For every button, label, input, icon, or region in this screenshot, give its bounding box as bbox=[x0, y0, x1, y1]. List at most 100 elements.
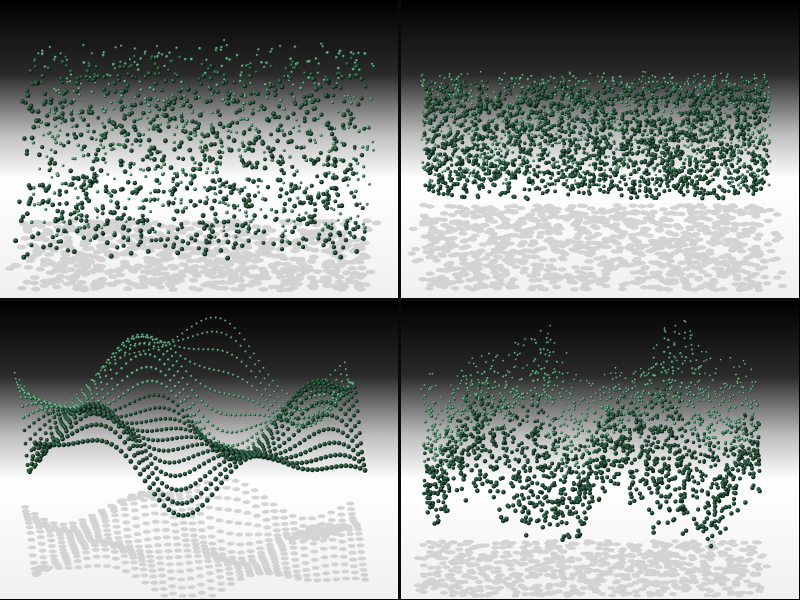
point-marker bbox=[164, 341, 167, 345]
point-marker bbox=[428, 97, 433, 102]
point-marker bbox=[625, 104, 628, 107]
point-marker bbox=[111, 210, 117, 216]
point-marker bbox=[507, 134, 511, 138]
point-marker bbox=[232, 80, 237, 85]
point-marker bbox=[583, 101, 588, 107]
point-marker bbox=[263, 377, 266, 380]
point-marker bbox=[263, 197, 268, 202]
point-marker bbox=[24, 148, 30, 153]
point-marker bbox=[125, 131, 131, 137]
point-marker bbox=[651, 80, 655, 84]
point-marker bbox=[90, 52, 94, 55]
point-marker bbox=[420, 80, 423, 83]
point-marker bbox=[703, 116, 709, 122]
point-marker bbox=[637, 98, 641, 102]
point-marker bbox=[189, 236, 194, 241]
point-marker bbox=[619, 193, 624, 198]
point-marker bbox=[658, 129, 662, 134]
point-marker bbox=[726, 73, 730, 76]
point-marker bbox=[279, 98, 283, 103]
point-marker bbox=[735, 168, 740, 173]
point-marker bbox=[669, 173, 674, 178]
point-marker bbox=[570, 183, 575, 188]
point-marker bbox=[33, 64, 38, 69]
point-marker bbox=[103, 188, 109, 194]
point-marker bbox=[144, 50, 147, 54]
point-marker bbox=[589, 178, 594, 183]
point-marker bbox=[292, 185, 298, 191]
point-marker bbox=[616, 97, 621, 101]
point-marker bbox=[235, 356, 239, 360]
point-marker bbox=[41, 244, 46, 250]
point-marker bbox=[333, 127, 337, 131]
point-marker bbox=[691, 87, 696, 92]
point-marker bbox=[475, 126, 479, 131]
point-marker bbox=[205, 317, 208, 321]
point-marker bbox=[118, 99, 123, 104]
point-marker bbox=[251, 179, 256, 184]
point-marker bbox=[756, 103, 760, 107]
point-marker bbox=[524, 164, 529, 170]
point-marker bbox=[184, 98, 189, 103]
point-marker bbox=[492, 105, 498, 111]
point-marker bbox=[249, 356, 252, 360]
point-marker bbox=[662, 189, 667, 194]
point-marker bbox=[312, 202, 317, 207]
point-marker bbox=[281, 389, 284, 392]
point-marker bbox=[589, 95, 592, 99]
point-marker bbox=[123, 354, 127, 357]
point-marker bbox=[107, 119, 112, 124]
point-marker bbox=[673, 168, 678, 173]
point-marker bbox=[446, 166, 450, 171]
point-marker bbox=[221, 196, 227, 202]
point-marker bbox=[201, 226, 207, 231]
point-marker bbox=[53, 116, 58, 121]
point-marker bbox=[685, 116, 690, 122]
point-marker bbox=[100, 231, 105, 235]
point-marker bbox=[503, 164, 509, 169]
point-marker bbox=[559, 96, 564, 101]
point-marker bbox=[458, 96, 462, 100]
point-marker bbox=[630, 181, 635, 186]
point-marker bbox=[49, 148, 53, 152]
point-marker bbox=[26, 105, 32, 111]
point-marker bbox=[478, 103, 484, 108]
point-marker bbox=[447, 142, 452, 147]
point-marker bbox=[214, 160, 220, 166]
point-marker bbox=[223, 101, 227, 105]
point-marker bbox=[516, 169, 522, 174]
point-marker bbox=[592, 109, 598, 114]
point-marker bbox=[588, 116, 591, 119]
point-marker bbox=[215, 330, 219, 334]
point-marker bbox=[47, 168, 52, 173]
point-marker bbox=[504, 120, 509, 125]
point-marker bbox=[493, 91, 496, 94]
point-marker bbox=[336, 230, 342, 236]
point-marker bbox=[592, 182, 596, 187]
point-marker bbox=[166, 68, 171, 73]
point-marker bbox=[100, 206, 106, 211]
point-marker bbox=[449, 185, 454, 190]
point-marker bbox=[327, 149, 332, 154]
point-marker bbox=[186, 241, 191, 246]
point-marker bbox=[598, 80, 602, 84]
point-marker bbox=[170, 59, 175, 64]
point-marker bbox=[349, 190, 354, 195]
point-marker bbox=[488, 177, 494, 182]
point-marker bbox=[192, 89, 198, 95]
point-marker bbox=[31, 124, 37, 130]
point-marker bbox=[335, 72, 340, 77]
point-marker bbox=[263, 214, 268, 219]
point-marker bbox=[600, 78, 604, 82]
point-marker bbox=[685, 189, 690, 194]
point-marker bbox=[635, 151, 640, 156]
point-marker bbox=[708, 87, 713, 92]
point-marker bbox=[368, 182, 371, 186]
point-marker bbox=[654, 179, 659, 184]
point-marker bbox=[307, 59, 312, 64]
point-marker bbox=[721, 79, 725, 83]
point-marker bbox=[187, 136, 193, 142]
point-marker bbox=[422, 123, 426, 127]
point-marker bbox=[673, 123, 678, 128]
point-marker bbox=[468, 171, 472, 175]
